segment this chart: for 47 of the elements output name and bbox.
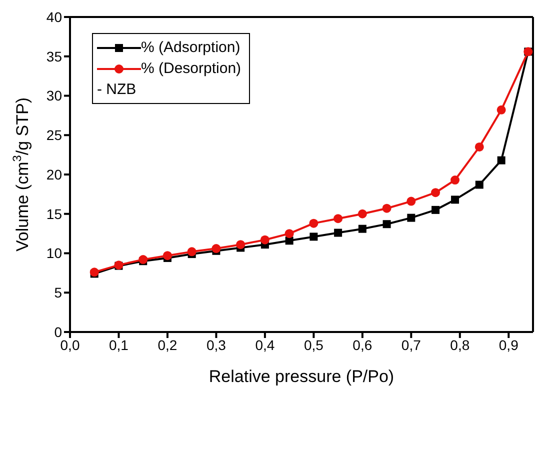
point — [334, 214, 343, 224]
point — [407, 214, 416, 222]
x-tick-label: 0,5 — [304, 336, 324, 353]
x-axis-title: Relative pressure (P/Po) — [208, 367, 394, 386]
x-tick-label: 0,8 — [450, 336, 470, 353]
point — [450, 176, 460, 185]
point — [358, 209, 367, 218]
y-tick-label: 40 — [46, 8, 62, 25]
point — [212, 244, 221, 254]
legend-title: - NZB — [97, 80, 138, 100]
y-tick-label: 5 — [54, 284, 62, 301]
y-tick-label: 25 — [46, 127, 62, 144]
y-tick-label: 0 — [54, 324, 62, 340]
legend-label: % (Adsorption) — [141, 38, 240, 58]
y-tick-label: 30 — [46, 88, 62, 104]
point — [474, 142, 484, 152]
point — [187, 247, 196, 256]
point — [382, 204, 392, 213]
point — [496, 105, 506, 114]
point — [358, 224, 366, 233]
y-tick-label: 20 — [46, 166, 62, 182]
point — [284, 229, 294, 238]
point — [334, 228, 342, 237]
point — [432, 206, 440, 214]
x-tick-label: 0,3 — [206, 336, 226, 353]
y-tick-label: 10 — [46, 245, 62, 262]
point — [310, 232, 318, 241]
point — [382, 220, 391, 228]
x-tick-label: 0,7 — [401, 336, 422, 353]
point — [475, 180, 484, 189]
x-tick-label: 0,0 — [60, 336, 80, 353]
point — [162, 251, 172, 260]
point — [406, 196, 416, 206]
point — [497, 156, 506, 164]
point — [451, 196, 460, 204]
x-tick-label: 0,2 — [158, 336, 178, 353]
x-tick-label: 0,4 — [255, 336, 275, 353]
x-tick-label: 0,1 — [109, 336, 129, 353]
y-tick-label: 15 — [46, 206, 62, 222]
point — [260, 235, 270, 244]
x-tick-label: 0,6 — [352, 336, 372, 353]
x-tick-label: 0,9 — [498, 336, 519, 353]
point — [236, 240, 246, 250]
point — [431, 188, 440, 198]
point — [309, 218, 318, 228]
legend-label: % (Desorption) — [141, 59, 242, 79]
y-tick-label: 35 — [46, 48, 62, 64]
